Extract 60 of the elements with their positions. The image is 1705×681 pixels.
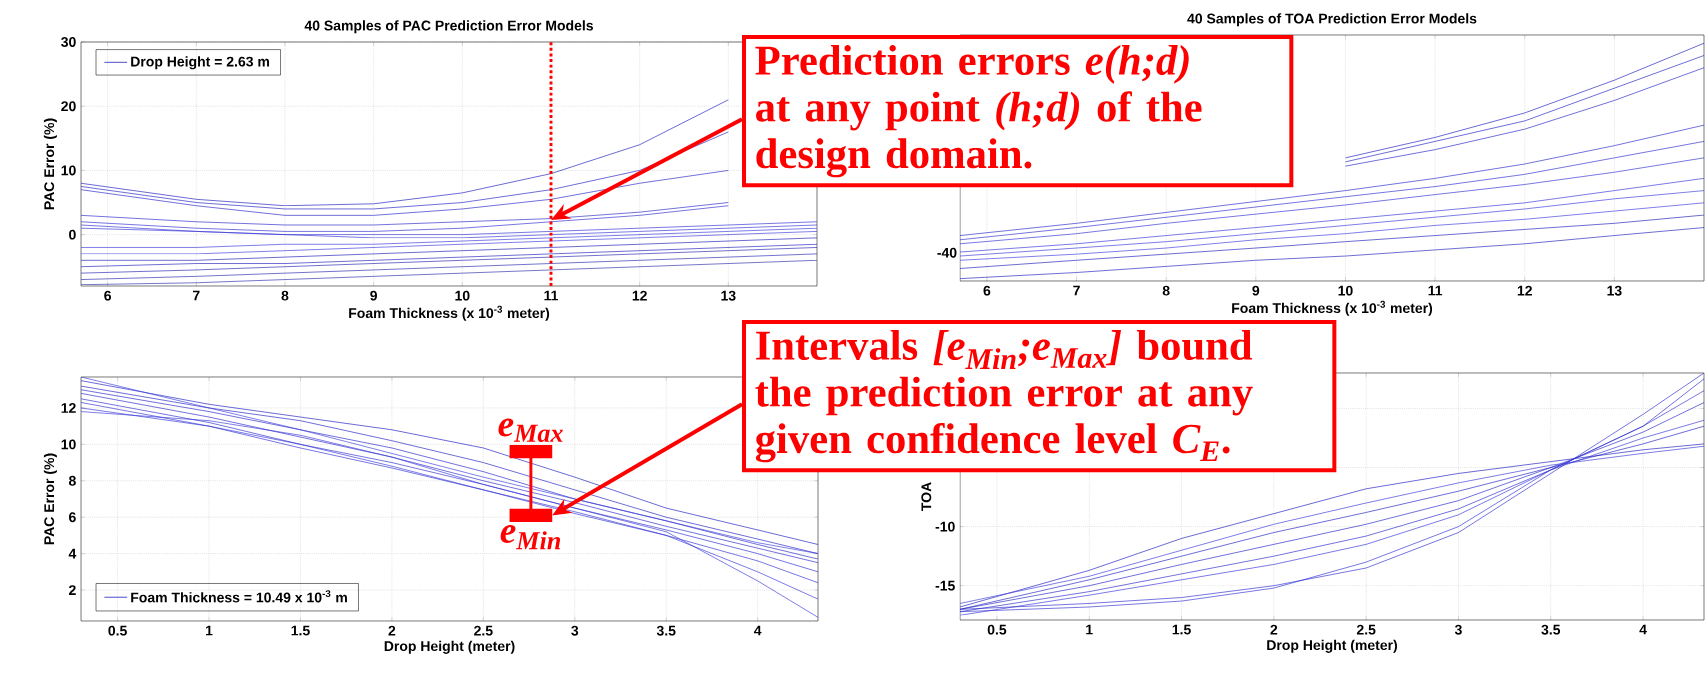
x-tick-label: 10: [1338, 285, 1353, 296]
y-tick-label: 10: [61, 165, 76, 176]
chart-title: 40 Samples of PAC Prediction Error Models: [304, 20, 593, 34]
y-tick-label: -15: [935, 580, 955, 591]
x-tick-label: 2.5: [474, 625, 493, 636]
y-tick-label: 20: [61, 101, 76, 112]
x-tick-label: 3.5: [1541, 624, 1561, 635]
x-tick-label: 0.5: [987, 624, 1007, 635]
x-tick-label: 12: [1517, 285, 1532, 296]
legend-label: Foam Thickness = 10.49 x 10$^{-3}$ m: [131, 590, 347, 603]
x-tick-label: 3: [1454, 624, 1462, 635]
y-axis-title: PAC Error (%): [43, 453, 57, 545]
x-tick-label: 7: [1073, 285, 1080, 296]
y-axis-title: PAC Error (%): [43, 118, 57, 210]
x-tick-label: 2: [388, 625, 396, 636]
x-tick-label: 6: [983, 285, 991, 296]
x-tick-label: 6: [104, 290, 111, 301]
y-tick-label: 0: [69, 229, 76, 240]
chart-title: 40 Samples of TOA Prediction Error Models: [1187, 13, 1477, 27]
x-axis-title: Foam Thickness (x 10$^{-3}$ meter): [349, 305, 550, 321]
y-tick-label: 30: [61, 37, 76, 47]
x-tick-label: 3.5: [656, 625, 676, 636]
x-tick-label: 3: [571, 625, 579, 636]
y-tick-label: 10: [61, 439, 76, 450]
x-axis-title: Drop Height (meter): [384, 640, 515, 654]
x-tick-label: 10: [455, 290, 470, 301]
x-tick-label: 11: [1428, 285, 1443, 296]
x-tick-label: 12: [632, 290, 647, 301]
x-tick-label: 1: [1086, 624, 1093, 635]
x-tick-label: 11: [544, 290, 558, 301]
legend-label: Drop Height = 2.63 m: [131, 56, 269, 70]
x-tick-label: 1: [206, 625, 213, 636]
y-tick-label: 4: [68, 548, 77, 559]
annotation: e$_{Max}$: [498, 418, 563, 443]
x-tick-label: 2: [1270, 624, 1278, 635]
x-tick-label: 1.5: [291, 625, 310, 636]
x-tick-label: 8: [281, 290, 289, 301]
annotation: e$_{Min}$: [500, 524, 561, 550]
y-tick-label: 12: [61, 403, 76, 413]
x-tick-label: 2.5: [1356, 624, 1376, 635]
x-tick-label: 8: [1162, 285, 1170, 296]
x-tick-label: 7: [193, 290, 200, 301]
text: Prediction errors e(h;d) at any point (h;d) of the design domain.: [755, 45, 1202, 178]
y-tick-label: 6: [69, 512, 76, 523]
y-axis-title: TOA: [921, 482, 932, 511]
x-tick-label: 13: [1607, 285, 1622, 296]
x-axis-title: Drop Height (meter): [1267, 639, 1397, 653]
x-tick-label: 0.5: [108, 625, 127, 636]
x-tick-label: 9: [370, 290, 377, 301]
y-tick-label: 8: [68, 475, 76, 486]
y-tick-label: 2: [69, 585, 76, 595]
x-tick-label: 4: [753, 625, 762, 636]
x-tick-label: 4: [1639, 624, 1647, 635]
x-tick-label: 1.5: [1172, 624, 1191, 635]
text: -40: [937, 247, 957, 258]
x-tick-label: 13: [721, 290, 736, 301]
x-tick-label: 9: [1252, 285, 1260, 296]
x-axis-title: Foam Thickness (x 10$^{-3}$ meter): [1232, 300, 1433, 316]
y-tick-label: -10: [935, 521, 955, 532]
text: Intervals [e$_{Min}$;e$_{Max}$] bound the prediction error at any given confidence level C$_{E}$.: [755, 330, 1253, 463]
